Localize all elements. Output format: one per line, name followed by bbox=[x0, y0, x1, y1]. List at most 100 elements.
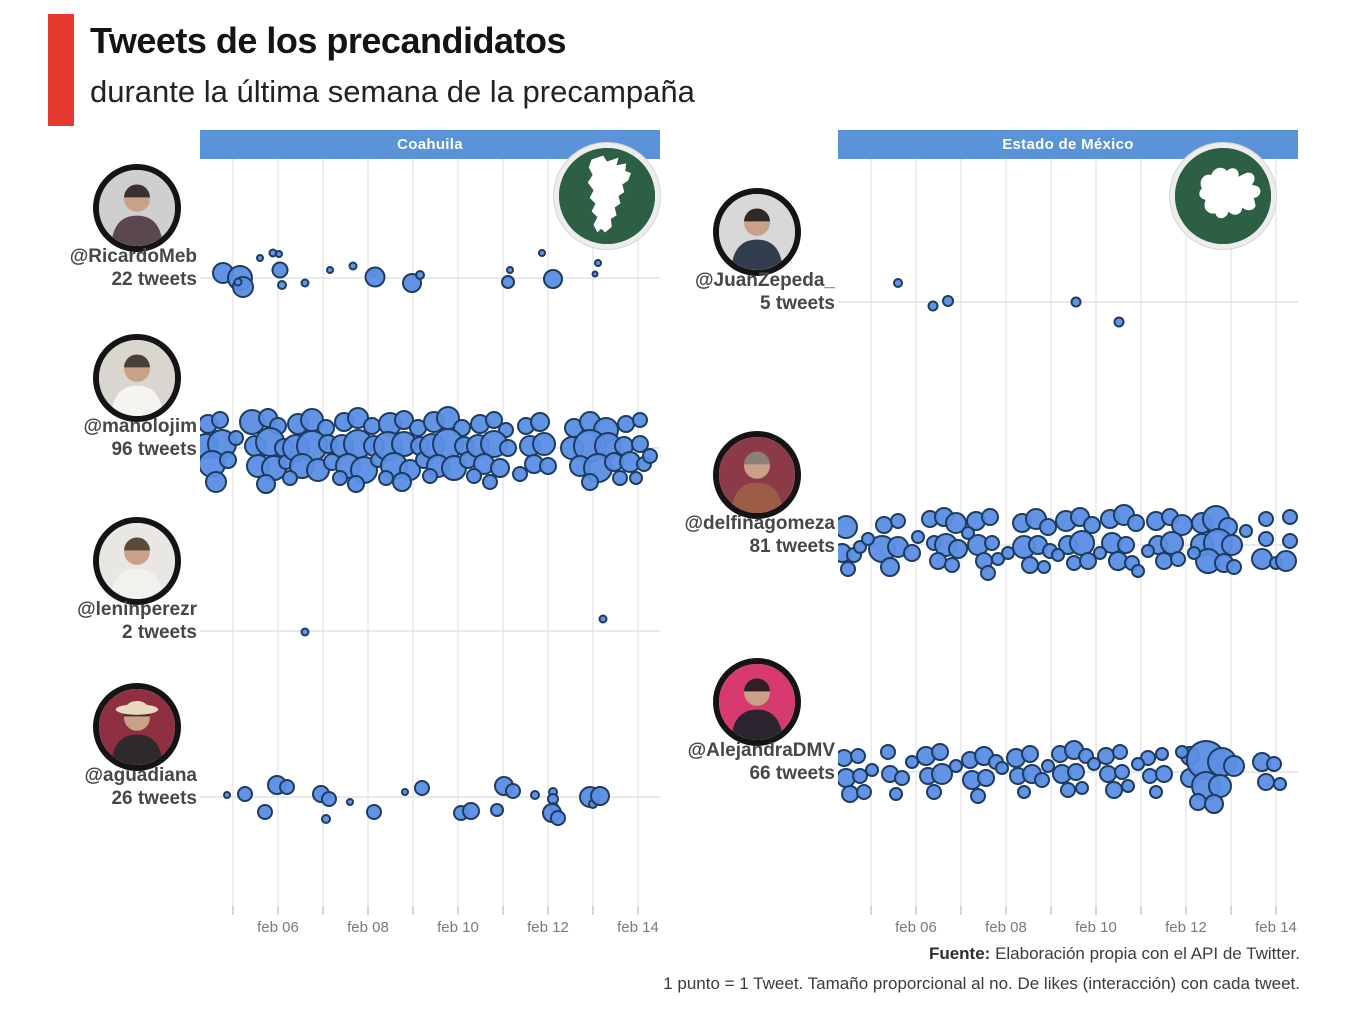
tweet-bubble bbox=[949, 759, 963, 773]
tweet-bubble bbox=[991, 552, 1005, 566]
tweet-bubble bbox=[300, 627, 310, 637]
tweet-bubble bbox=[505, 783, 521, 799]
candidate-label: @manolojim 96 tweets bbox=[0, 415, 197, 461]
candidate-handle: @manolojim bbox=[83, 416, 197, 437]
tweet-bubble bbox=[931, 763, 953, 785]
tweet-bubble bbox=[1223, 755, 1245, 777]
tweet-bubble bbox=[865, 763, 879, 777]
candidate-tweet-count: 22 tweets bbox=[111, 269, 197, 290]
tweet-bubble bbox=[422, 468, 438, 484]
tweet-bubble bbox=[970, 788, 986, 804]
tweet-bubble bbox=[642, 448, 658, 464]
tweet-bubble bbox=[632, 412, 648, 428]
title-accent-bar bbox=[48, 14, 74, 126]
tweet-bubble bbox=[838, 749, 853, 767]
x-tick-label: feb 14 bbox=[1255, 919, 1297, 936]
tweet-bubble bbox=[1021, 745, 1039, 763]
tweet-bubble bbox=[598, 614, 608, 624]
tweet-bubble bbox=[257, 804, 273, 820]
x-tick-label: feb 14 bbox=[617, 919, 659, 936]
tweet-bubble bbox=[850, 748, 866, 764]
tweet-bubble bbox=[1099, 765, 1117, 783]
source-label: Fuente: bbox=[928, 944, 991, 963]
tweet-bubble bbox=[927, 300, 939, 312]
candidate-handle: @JuanZepeda_ bbox=[695, 270, 835, 291]
tweet-bubble bbox=[394, 410, 414, 430]
tweet-bubble bbox=[1127, 514, 1145, 532]
tweet-bubble bbox=[1282, 509, 1298, 525]
edomex-map-icon bbox=[1175, 148, 1271, 244]
tweet-bubble bbox=[631, 435, 649, 453]
tweet-bubble bbox=[880, 557, 900, 577]
candidate-label: @leninperezr 2 tweets bbox=[0, 598, 197, 644]
page-subtitle: durante la última semana de la precampañ… bbox=[90, 74, 695, 109]
tweet-bubble bbox=[401, 788, 409, 796]
tweet-bubble bbox=[880, 744, 896, 760]
tweet-bubble bbox=[852, 768, 868, 784]
tweet-bubble bbox=[1175, 745, 1189, 759]
panel-header-coahuila: Coahuila bbox=[200, 130, 660, 159]
tweet-bubble bbox=[271, 261, 289, 279]
tweet-bubble bbox=[1258, 511, 1274, 527]
bubble-plot-edomex: feb 06 feb 08 feb 10 feb 12 feb 14 bbox=[838, 159, 1298, 936]
tweet-bubble bbox=[332, 470, 348, 486]
tweet-bubble bbox=[948, 539, 968, 559]
tweet-bubble bbox=[499, 439, 517, 457]
candidate-handle: @RicardoMeb bbox=[69, 246, 197, 267]
tweet-bubble bbox=[326, 266, 334, 274]
candidate-label: @RicardoMeb 22 tweets bbox=[0, 245, 197, 291]
tweet-bubble bbox=[530, 412, 550, 432]
tweet-bubble bbox=[894, 770, 910, 786]
tweet-bubble bbox=[348, 261, 358, 271]
tweet-bubble bbox=[275, 250, 283, 258]
tweet-bubble bbox=[256, 254, 264, 262]
tweet-bubble bbox=[538, 249, 546, 257]
tweet-bubble bbox=[462, 802, 480, 820]
tweet-bubble bbox=[366, 804, 382, 820]
tweet-bubble bbox=[1075, 781, 1089, 795]
tweet-bubble bbox=[1093, 546, 1107, 560]
tweet-bubble bbox=[856, 784, 872, 800]
tweet-bubble bbox=[612, 470, 628, 486]
tweet-bubble bbox=[1208, 774, 1232, 798]
tweet-bubble bbox=[1070, 296, 1082, 308]
tweet-bubble bbox=[1041, 759, 1055, 773]
tweet-bubble bbox=[1257, 773, 1275, 791]
person-photo-icon bbox=[99, 523, 175, 599]
x-tick-label: feb 06 bbox=[895, 919, 937, 936]
tweet-bubble bbox=[300, 278, 310, 288]
x-tick-label: feb 06 bbox=[257, 919, 299, 936]
tweet-bubble bbox=[853, 540, 867, 554]
tweet-bubble bbox=[1251, 548, 1273, 570]
candidate-handle: @delfinagomeza bbox=[684, 513, 836, 534]
tweet-bubble bbox=[378, 470, 394, 486]
person-photo-icon bbox=[99, 340, 175, 416]
person-photo-icon bbox=[719, 664, 795, 740]
tweet-bubble bbox=[981, 508, 999, 526]
tweet-bubble bbox=[931, 743, 949, 761]
candidate-label: @AlejandraDMV 66 tweets bbox=[625, 739, 835, 785]
tweet-bubble bbox=[539, 457, 557, 475]
candidate-label: @aguadiana 26 tweets bbox=[0, 764, 198, 810]
candidate-handle: @AlejandraDMV bbox=[687, 740, 835, 761]
tweet-bubble bbox=[581, 473, 599, 491]
tweet-bubble bbox=[223, 791, 231, 799]
avatar-ricardomeb bbox=[93, 164, 181, 252]
tweet-bubble bbox=[1001, 546, 1015, 560]
x-tick-label: feb 12 bbox=[1165, 919, 1207, 936]
tweet-bubble bbox=[905, 755, 919, 769]
candidate-tweet-count: 26 tweets bbox=[111, 788, 197, 809]
edomex-state-badge bbox=[1170, 143, 1276, 249]
tweet-bubble bbox=[466, 468, 482, 484]
tweet-bubble bbox=[1221, 534, 1243, 556]
tweet-bubble bbox=[1039, 518, 1057, 536]
tweet-bubble bbox=[482, 474, 498, 490]
candidate-handle: @leninperezr bbox=[77, 599, 197, 620]
tweet-bubble bbox=[980, 565, 996, 581]
tweet-bubble bbox=[1149, 785, 1163, 799]
person-photo-icon bbox=[99, 170, 175, 246]
tweet-bubble bbox=[984, 535, 1000, 551]
tweet-bubble bbox=[256, 474, 276, 494]
candidate-tweet-count: 96 tweets bbox=[111, 439, 197, 460]
tweet-bubble bbox=[1155, 552, 1173, 570]
